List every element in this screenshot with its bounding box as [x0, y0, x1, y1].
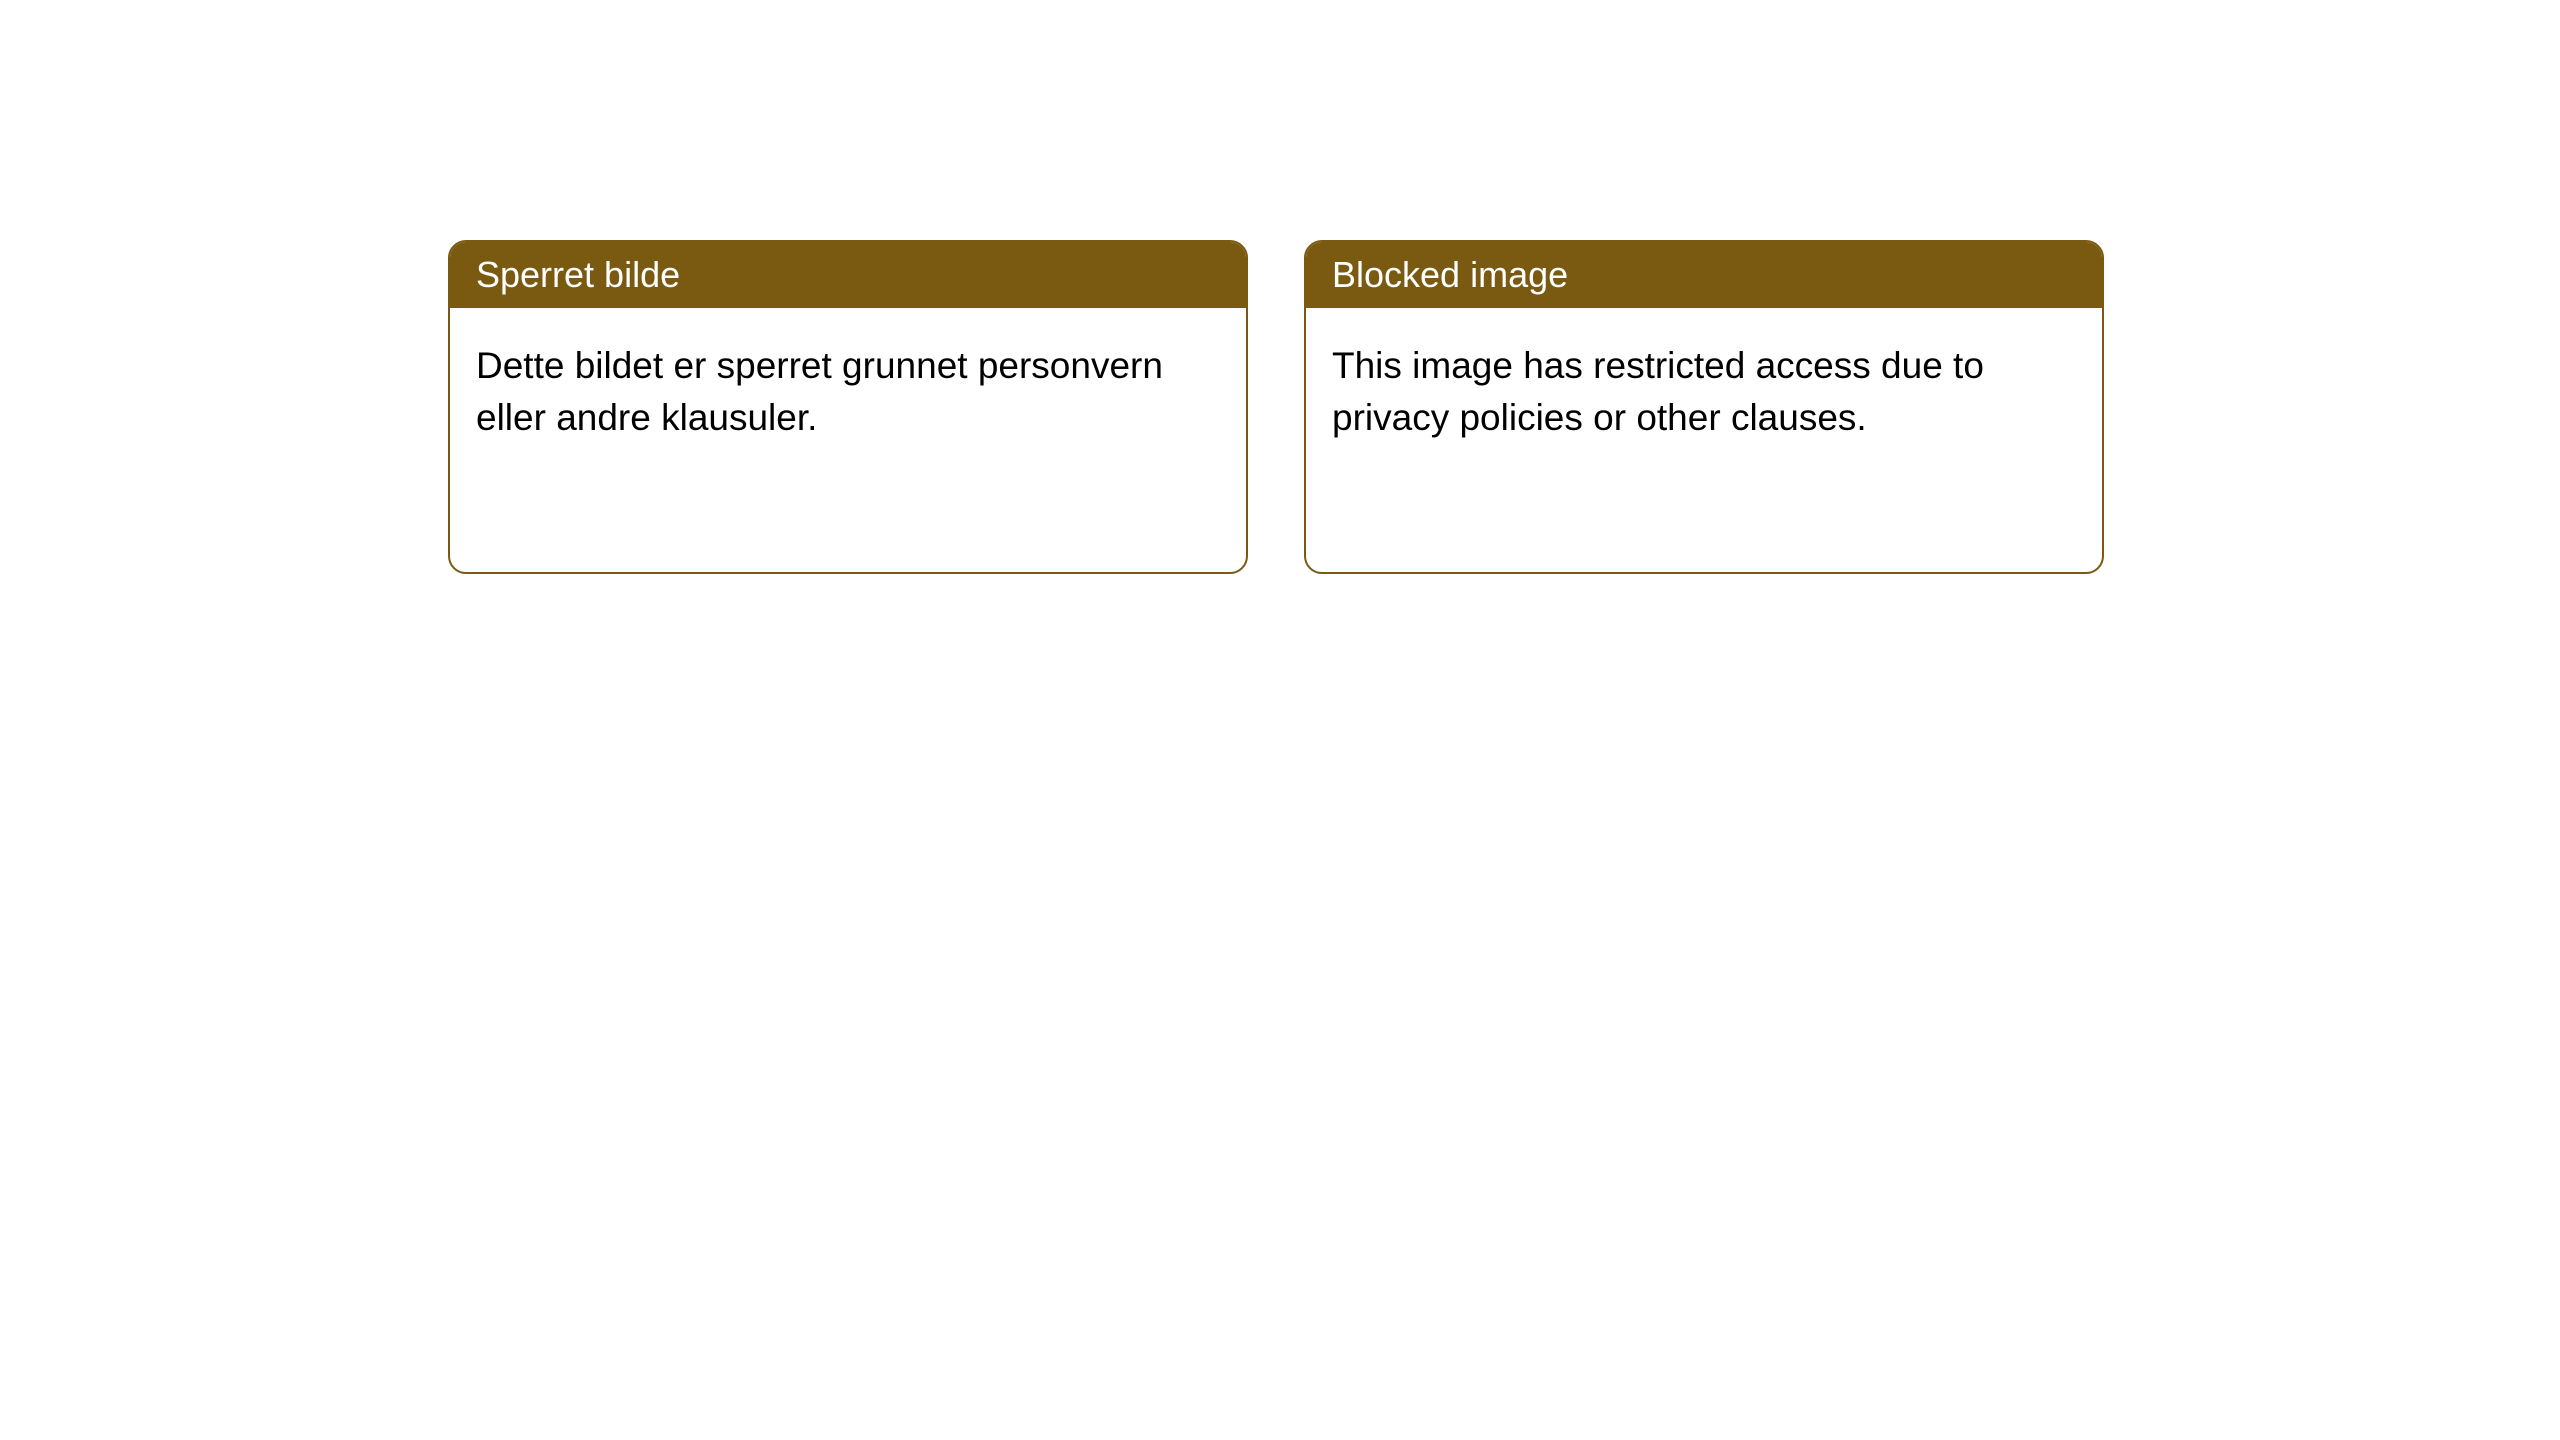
- notice-cards-container: Sperret bilde Dette bildet er sperret gr…: [448, 240, 2104, 574]
- notice-card-text: Dette bildet er sperret grunnet personve…: [476, 345, 1163, 438]
- notice-card-header: Sperret bilde: [450, 242, 1246, 308]
- notice-card-body: Dette bildet er sperret grunnet personve…: [450, 308, 1246, 476]
- notice-card-header: Blocked image: [1306, 242, 2102, 308]
- notice-card-title: Blocked image: [1332, 254, 1568, 295]
- notice-card-english: Blocked image This image has restricted …: [1304, 240, 2104, 574]
- notice-card-body: This image has restricted access due to …: [1306, 308, 2102, 476]
- notice-card-norwegian: Sperret bilde Dette bildet er sperret gr…: [448, 240, 1248, 574]
- notice-card-text: This image has restricted access due to …: [1332, 345, 1984, 438]
- notice-card-title: Sperret bilde: [476, 254, 680, 295]
